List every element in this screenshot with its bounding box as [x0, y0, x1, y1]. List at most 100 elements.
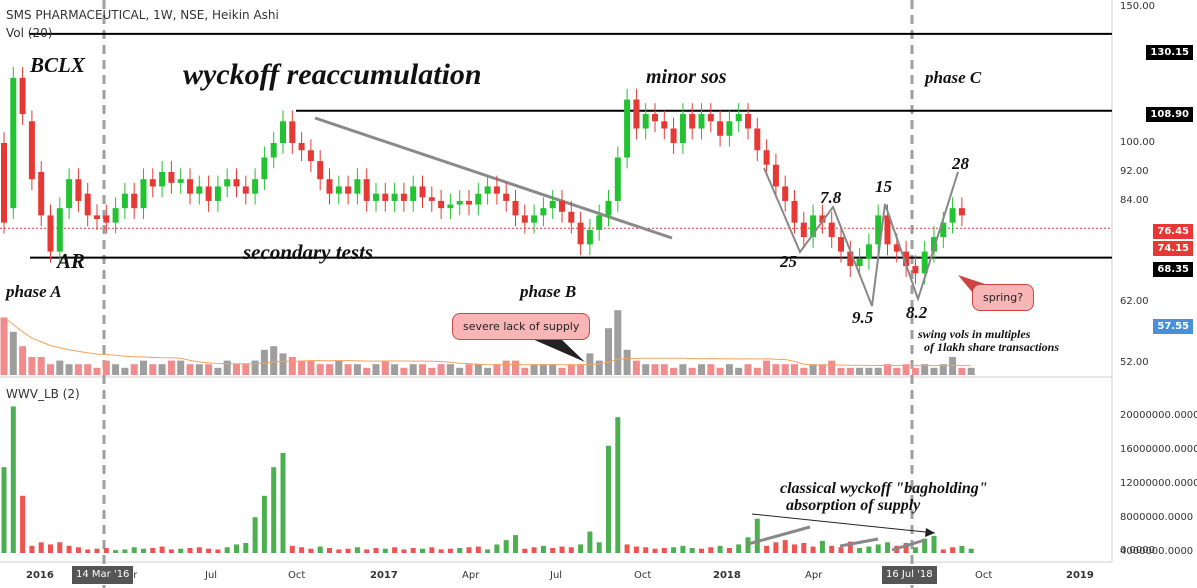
- phase-c-label: phase C: [925, 68, 982, 87]
- candle-body: [596, 215, 603, 230]
- wwv-bar: [438, 549, 444, 553]
- wwv-bar: [159, 546, 165, 553]
- volume-bar: [47, 364, 54, 375]
- wwv-bar: [345, 548, 351, 553]
- wwv-bar: [885, 542, 890, 553]
- volume-bar: [558, 367, 566, 375]
- volume-bar: [577, 364, 585, 375]
- price-label: 74.15: [1153, 241, 1193, 256]
- candle-body: [782, 186, 789, 201]
- volume-bar: [763, 360, 771, 375]
- volume-bar: [446, 364, 454, 375]
- wwv-bar: [85, 549, 91, 553]
- volume-bar: [902, 364, 910, 375]
- wyckoff-title: wyckoff reaccumulation: [183, 58, 482, 91]
- candle-body: [903, 251, 910, 267]
- candle-body: [493, 186, 500, 194]
- wwv-bar: [513, 535, 518, 553]
- downtrend-line: [314, 116, 673, 240]
- wwv-bar: [113, 550, 119, 553]
- volume-bar: [0, 317, 8, 375]
- indicator-tick: 4000000.0000: [1120, 546, 1194, 557]
- wwv-bar: [587, 531, 593, 553]
- candle-body: [187, 179, 193, 194]
- candle-body: [66, 179, 73, 209]
- arrow-head: [925, 528, 935, 537]
- candle-body: [642, 114, 649, 129]
- candle-body: [512, 200, 519, 216]
- volume-bar: [326, 364, 333, 375]
- volume-bar: [781, 364, 789, 375]
- volume-bar: [772, 364, 780, 375]
- wwv-bar: [243, 542, 249, 553]
- wwv-bar: [773, 542, 779, 553]
- arrow-line: [751, 513, 936, 534]
- candle-body: [735, 114, 742, 122]
- volume-bar: [493, 364, 501, 375]
- wwv-bar: [866, 546, 872, 553]
- volume-bar: [512, 360, 519, 375]
- volume-bar: [567, 364, 575, 375]
- volume-bar: [28, 357, 36, 375]
- volume-bar: [521, 367, 529, 375]
- volume-bar: [74, 364, 82, 375]
- indicator-label: WWV_LB (2): [6, 387, 80, 401]
- candle-body: [707, 114, 714, 122]
- wwv-bar: [429, 547, 435, 553]
- wwv-bar: [838, 547, 844, 553]
- candle-body: [466, 200, 472, 205]
- wwv-bar: [234, 544, 239, 553]
- candle-body: [745, 114, 751, 129]
- candle-body: [280, 121, 286, 143]
- price-tick: 92.00: [1120, 166, 1149, 177]
- candle-body: [577, 222, 584, 245]
- swing-value-label: 8.2: [906, 303, 928, 322]
- absorption-line: [839, 537, 879, 548]
- candle-body: [652, 114, 658, 122]
- candle-body: [28, 121, 35, 180]
- candle-body: [131, 193, 138, 209]
- wwv-bar: [336, 549, 342, 553]
- volume-bar: [605, 328, 612, 375]
- candle-body: [447, 204, 454, 209]
- candle-body: [400, 193, 407, 201]
- secondary-tests-label: secondary tests: [243, 240, 374, 264]
- volume-bar: [167, 360, 175, 375]
- candle-body: [568, 211, 575, 223]
- volume-bar: [456, 367, 464, 375]
- candle-body: [56, 208, 63, 252]
- candle-body: [456, 200, 463, 205]
- candle-body: [605, 200, 612, 216]
- supply-callout: severe lack of supply: [452, 313, 591, 340]
- wwv-bar: [466, 547, 472, 553]
- candle-body: [940, 222, 947, 238]
- price-label: 68.35: [1153, 262, 1193, 277]
- volume-bar: [9, 331, 17, 375]
- x-tick: Jul: [205, 570, 218, 581]
- candle-body: [912, 266, 919, 274]
- volume-bar: [177, 360, 185, 375]
- volume-bar: [539, 364, 547, 375]
- indicator-tick: 16000000.0000: [1120, 444, 1197, 455]
- wwv-bar: [522, 548, 528, 553]
- wwv-bar: [94, 548, 100, 553]
- swing-zigzag: [763, 167, 959, 307]
- wwv-bar: [540, 545, 546, 553]
- candle-body: [540, 208, 547, 216]
- indicator-tick: 20000000.0000: [1120, 410, 1197, 421]
- wwv-bar: [299, 547, 305, 553]
- wwv-bar: [20, 495, 26, 553]
- volume-bar: [660, 364, 668, 375]
- wwv-bar: [912, 547, 918, 553]
- volume-bar: [874, 367, 882, 375]
- candle-body: [884, 215, 891, 245]
- volume-bar: [632, 360, 640, 375]
- bagholding-line: absorption of supply: [786, 497, 921, 514]
- candle-body: [875, 215, 882, 245]
- volume-bar: [130, 364, 138, 375]
- volume-bar: [856, 367, 864, 375]
- bclx-label: BCLX: [30, 53, 85, 77]
- volume-bar: [530, 364, 538, 375]
- volume-bar: [939, 364, 947, 375]
- ar-label: AR: [57, 249, 86, 273]
